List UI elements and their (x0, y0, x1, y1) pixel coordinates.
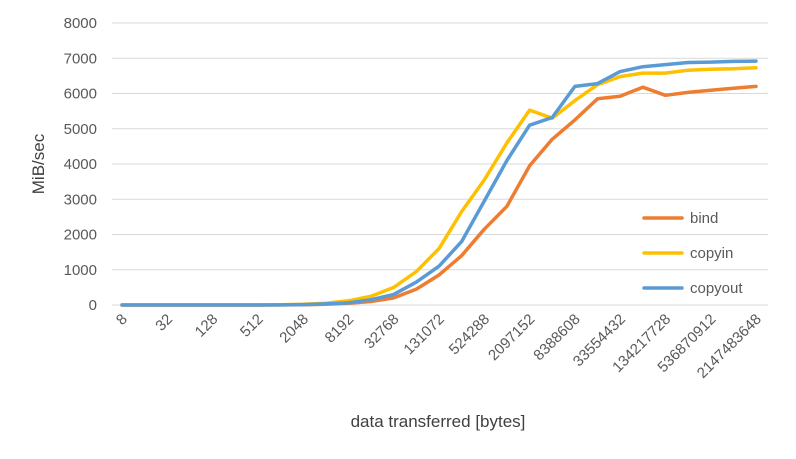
y-tick-label: 3000 (64, 191, 97, 208)
x-tick-label: 32 (152, 311, 176, 335)
gridlines (112, 22, 768, 306)
legend-label-copyin: copyin (690, 245, 733, 262)
y-axis-title: MiB/sec (29, 133, 48, 194)
legend: bind copyin copyout (642, 210, 743, 297)
legend-label-copyout: copyout (690, 280, 743, 297)
y-tick-label: 6000 (64, 86, 97, 103)
y-tick-label: 7000 (64, 50, 97, 67)
x-axis-title: data transferred [bytes] (351, 412, 526, 431)
x-tick-label: 8192 (322, 311, 358, 347)
y-tick-label: 0 (89, 297, 97, 314)
y-tick-label: 5000 (64, 121, 97, 138)
x-tick-label: 32768 (361, 311, 403, 353)
y-tick-label: 8000 (64, 15, 97, 32)
x-tick-label: 2097152 (485, 311, 538, 364)
x-tick-label: 128 (192, 311, 222, 341)
x-tick-label: 512 (237, 311, 267, 341)
legend-label-bind: bind (690, 210, 718, 227)
y-tick-label: 1000 (64, 262, 97, 279)
x-axis-ticks: 8 32 128 512 2048 8192 32768131072524288209715… (113, 311, 765, 382)
y-tick-label: 2000 (64, 227, 97, 244)
y-axis-ticks: 0 1000 2000 3000 4000 5000 6000 7000 8000 (64, 15, 97, 314)
series-lines (120, 59, 758, 307)
series-line-copyout (120, 59, 758, 307)
x-tick-label: 2048 (276, 311, 312, 347)
y-tick-label: 4000 (64, 156, 97, 173)
series-line-bind (120, 84, 758, 307)
x-tick-label: 8 (113, 311, 131, 329)
x-tick-label: 131072 (400, 311, 447, 358)
